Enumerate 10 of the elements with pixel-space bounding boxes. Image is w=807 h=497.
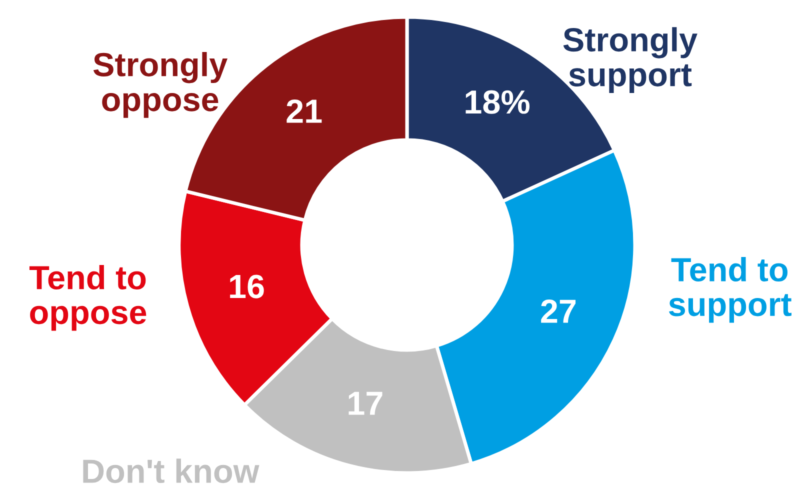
slice-label: Tend to support (668, 257, 792, 323)
data-label: 18% (466, 90, 530, 114)
data-label: 17 (348, 392, 382, 415)
data-label: 27 (541, 300, 576, 323)
slice-label: Don't know (83, 458, 260, 484)
slice-label: Strongly oppose (93, 52, 228, 118)
slice-label: Tend to oppose (29, 265, 146, 331)
slice-label: Strongly support (563, 27, 698, 94)
data-label: 21 (286, 99, 322, 123)
data-label: 16 (230, 274, 264, 298)
